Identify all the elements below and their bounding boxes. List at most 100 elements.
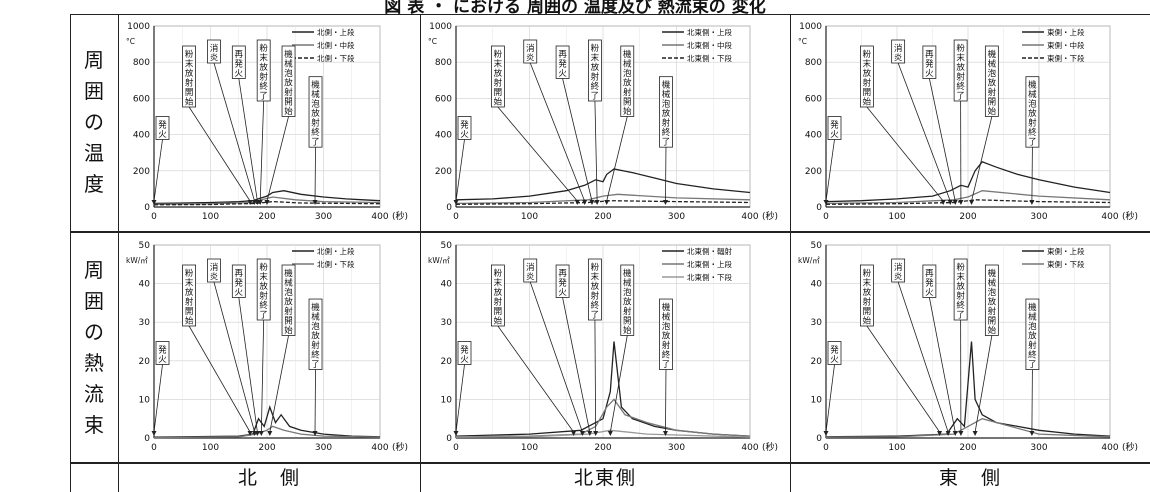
y-tick-label: 30 bbox=[811, 318, 823, 328]
row-label-char: の bbox=[84, 110, 104, 134]
annotation-arrowhead bbox=[945, 431, 951, 436]
x-tick-label: 300 bbox=[1030, 443, 1047, 453]
annotation-label: 機械泡放射終了 bbox=[1028, 80, 1037, 148]
annotation-box bbox=[182, 45, 196, 108]
row-label-char: 熱 bbox=[84, 350, 104, 375]
annotation-box bbox=[891, 258, 906, 283]
annotation-leader bbox=[974, 335, 993, 433]
annotation-arrowhead bbox=[582, 200, 588, 205]
annotation-box bbox=[231, 264, 246, 298]
annotation-box bbox=[207, 258, 221, 283]
legend-entry: 北東側・上段 bbox=[687, 259, 732, 269]
annotation-label: 消炎 bbox=[526, 262, 535, 283]
annotation-arrowhead bbox=[574, 200, 580, 205]
grid-line-top bbox=[70, 14, 1150, 15]
chart-east-heat-flux: 0 10 20 30 40 50 0 100 200 300 400 (秒) kW/㎡ 東側・上段東側・下… bbox=[798, 241, 1138, 453]
x-tick-label: 400 bbox=[741, 443, 758, 453]
annotation-leader bbox=[153, 364, 163, 433]
series-line-0 bbox=[455, 168, 751, 201]
y-tick-label: 0 bbox=[446, 203, 452, 213]
grid-line-footer bbox=[70, 462, 1150, 464]
row-label-char: の bbox=[84, 319, 104, 344]
annotation-leader bbox=[866, 325, 940, 433]
annotation-label: 発火 bbox=[158, 121, 167, 141]
annotation-arrowhead bbox=[579, 431, 585, 436]
annotation-label: 消炎 bbox=[210, 43, 219, 64]
annotation-arrowhead bbox=[940, 200, 946, 205]
annotation-arrowhead bbox=[823, 200, 829, 205]
series-line-1 bbox=[825, 190, 1111, 205]
annotation-leader bbox=[266, 116, 289, 202]
annotation-label: 消炎 bbox=[894, 43, 903, 64]
y-unit-label: kW/㎡ bbox=[798, 256, 820, 265]
legend-entry: 北東側・下段 bbox=[687, 272, 732, 282]
annotation-box bbox=[953, 258, 968, 321]
annotation-label: 再発火 bbox=[925, 50, 934, 79]
x-tick-label: 200 bbox=[959, 443, 976, 453]
x-tick-label: 100 bbox=[888, 212, 905, 222]
y-tick-label: 50 bbox=[441, 241, 453, 251]
annotation-box bbox=[555, 45, 570, 79]
annotation-leader bbox=[188, 325, 251, 433]
y-tick-label: 0 bbox=[446, 434, 452, 444]
annotation-leader bbox=[562, 78, 593, 202]
col-label-east: 東 側 bbox=[938, 467, 1002, 489]
row-label-char: 囲 bbox=[84, 79, 104, 103]
annotation-arrowhead bbox=[151, 431, 157, 436]
x-unit-label: (秒) bbox=[762, 441, 778, 453]
x-tick-label: 200 bbox=[258, 212, 275, 222]
y-tick-label: 40 bbox=[139, 280, 151, 290]
annotation-arrowhead bbox=[937, 431, 943, 436]
annotation-box bbox=[891, 39, 906, 64]
annotation-leader bbox=[1031, 369, 1033, 433]
legend-entry: 東側・中段 bbox=[1047, 40, 1085, 50]
annotation-arrowhead bbox=[947, 200, 953, 205]
annotation-box bbox=[953, 39, 968, 102]
legend-entry: 北側・下段 bbox=[317, 259, 355, 269]
x-tick-label: 300 bbox=[668, 443, 685, 453]
annotation-arrowhead bbox=[247, 431, 253, 436]
x-tick-label: 400 bbox=[371, 443, 388, 453]
annotation-box bbox=[659, 76, 673, 148]
annotation-leader bbox=[455, 364, 465, 433]
annotation-box bbox=[555, 264, 570, 298]
annotation-box bbox=[281, 264, 296, 336]
annotation-leader bbox=[260, 319, 265, 433]
annotation-arrowhead bbox=[662, 200, 668, 205]
annotation-box bbox=[659, 298, 673, 370]
annotation-label: 再発火 bbox=[558, 269, 567, 298]
annotation-label: 機械泡放射開始 bbox=[623, 268, 632, 336]
row-label-char: 周 bbox=[84, 257, 104, 282]
annotation-label: 粉末放射開始 bbox=[494, 268, 503, 327]
annotation-leader bbox=[897, 281, 949, 433]
x-unit-label: (秒) bbox=[1122, 210, 1138, 222]
annotation-label: 発火 bbox=[460, 121, 469, 141]
annotation-label: 消炎 bbox=[526, 43, 535, 64]
annotation-leader bbox=[1031, 147, 1033, 202]
chart-northeast-temperature: 0 200 400 600 800 1000 0 100 200 300 400 (秒) °C 北東側・上… bbox=[428, 22, 778, 222]
x-unit-label: (秒) bbox=[762, 210, 778, 222]
series-line-2 bbox=[455, 200, 751, 205]
annotation-label: 機械泡放射終了 bbox=[311, 80, 320, 148]
x-tick-label: 400 bbox=[741, 212, 758, 222]
annotation-leader bbox=[665, 147, 667, 202]
annotation-leader bbox=[153, 139, 163, 202]
x-tick-label: 200 bbox=[594, 443, 611, 453]
annotation-leader bbox=[825, 364, 835, 433]
col-label-northeast: 北東側 bbox=[573, 467, 637, 489]
annotation-label: 機械泡放射終了 bbox=[662, 302, 671, 370]
annotation-label: 粉末放射終了 bbox=[956, 43, 965, 102]
annotation-leader bbox=[825, 139, 835, 202]
annotation-arrowhead bbox=[453, 200, 459, 205]
annotation-leader bbox=[269, 335, 289, 433]
x-tick-label: 0 bbox=[823, 443, 829, 453]
y-tick-label: 1000 bbox=[429, 22, 452, 32]
x-tick-label: 0 bbox=[453, 443, 459, 453]
row-label-char: 囲 bbox=[84, 288, 104, 313]
row-label-char: 周 bbox=[84, 48, 104, 72]
annotation-leader bbox=[562, 297, 591, 433]
annotation-arrowhead bbox=[952, 200, 958, 205]
x-tick-label: 300 bbox=[315, 212, 332, 222]
y-tick-label: 30 bbox=[139, 318, 151, 328]
annotation-label: 機械泡放射開始 bbox=[623, 49, 632, 117]
